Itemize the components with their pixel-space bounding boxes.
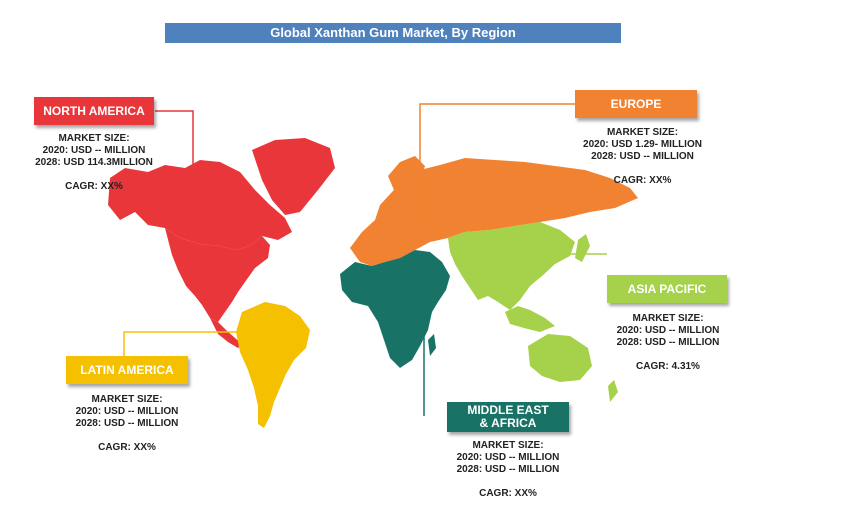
australia-shape <box>528 334 592 382</box>
north-america-size-2028: 2028: USD 114.3MILLION <box>35 157 153 168</box>
asia-pacific-label-box: ASIA PACIFIC <box>607 275 727 303</box>
latin-america-label: LATIN AMERICA <box>80 362 174 377</box>
new-zealand-shape <box>608 380 618 402</box>
africa-middle-east-shape <box>340 250 450 368</box>
latin-america-size-2020: 2020: USD -- MILLION <box>75 406 179 417</box>
europe-label: EUROPE <box>610 96 662 111</box>
middle-east-africa-size-2020: 2020: USD -- MILLION <box>456 452 560 463</box>
chart-title: Global Xanthan Gum Market, By Region <box>165 23 621 43</box>
middle-east-africa-market-size-label: MARKET SIZE: <box>472 440 544 451</box>
central-america-shape <box>210 318 242 348</box>
latin-america-connector <box>123 328 250 356</box>
europe-size-2028: 2028: USD -- MILLION <box>591 151 694 162</box>
europe-label-box: EUROPE <box>575 90 697 118</box>
south-america-shape <box>236 302 310 428</box>
north-america-market-size-label: MARKET SIZE: <box>58 133 130 144</box>
north-america-size-2020: 2020: USD -- MILLION <box>42 145 146 156</box>
europe-connector <box>416 103 575 216</box>
north-america-info: MARKET SIZE: 2020: USD -- MILLION 2028: … <box>34 133 154 193</box>
europe-info: MARKET SIZE: 2020: USD 1.29- MILLION 202… <box>575 127 710 187</box>
latin-america-market-size-label: MARKET SIZE: <box>91 394 163 405</box>
asia-pacific-cagr: CAGR: 4.31% <box>636 361 700 372</box>
north-america-label: NORTH AMERICA <box>43 103 145 118</box>
madagascar-shape <box>428 334 436 356</box>
asia-pacific-info: MARKET SIZE: 2020: USD -- MILLION 2028: … <box>603 313 733 373</box>
latin-america-label-box: LATIN AMERICA <box>66 356 188 384</box>
middle-east-africa-info: MARKET SIZE: 2020: USD -- MILLION 2028: … <box>443 440 573 500</box>
usa-mexico-shape <box>165 228 270 322</box>
middle-east-africa-cagr: CAGR: XX% <box>479 488 537 499</box>
north-america-connector <box>155 110 197 228</box>
asia-pacific-label: ASIA PACIFIC <box>627 281 707 296</box>
north-america-landmass <box>108 138 335 348</box>
southeast-asia-shape <box>505 306 555 332</box>
greenland-shape <box>252 138 335 215</box>
asia-pacific-size-2020: 2020: USD -- MILLION <box>616 325 720 336</box>
middle-east-africa-label-line2: & AFRICA <box>479 416 537 430</box>
middle-east-africa-size-2028: 2028: USD -- MILLION <box>456 464 560 475</box>
europe-market-size-label: MARKET SIZE: <box>606 127 679 138</box>
asia-shape <box>448 222 575 310</box>
asia-pacific-size-2028: 2028: USD -- MILLION <box>616 337 720 348</box>
japan-shape <box>575 234 590 262</box>
canada-alaska-shape <box>108 160 292 250</box>
middle-east-africa-label-box: MIDDLE EAST & AFRICA <box>447 402 569 432</box>
north-america-cagr: CAGR: XX% <box>65 181 123 192</box>
latin-america-cagr: CAGR: XX% <box>98 442 156 453</box>
north-america-label-box: NORTH AMERICA <box>34 97 154 125</box>
middle-east-africa-label-line1: MIDDLE EAST <box>467 403 549 417</box>
asia-pacific-market-size-label: MARKET SIZE: <box>632 313 704 324</box>
latin-america-size-2028: 2028: USD -- MILLION <box>75 418 179 429</box>
europe-russia-shape <box>350 158 638 266</box>
scandinavia-shape <box>388 156 425 194</box>
latin-america-info: MARKET SIZE: 2020: USD -- MILLION 2028: … <box>63 394 191 454</box>
europe-size-2020: 2020: USD 1.29- MILLION <box>583 139 702 150</box>
europe-cagr: CAGR: XX% <box>613 175 672 186</box>
